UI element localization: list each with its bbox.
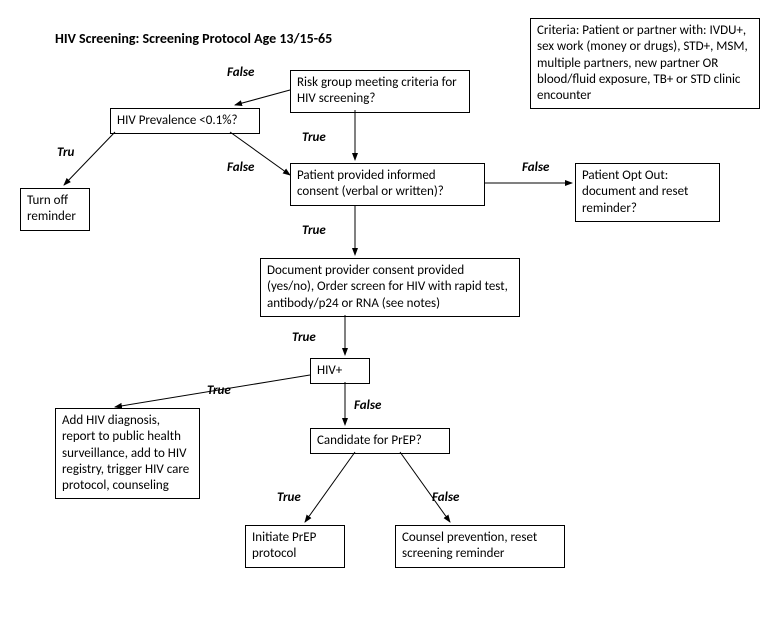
node-add-diagnosis: Add HIV diagnosis, report to public heal… bbox=[55, 408, 200, 499]
node-counsel: Counsel prevention, reset screening remi… bbox=[395, 525, 565, 568]
node-opt-out: Patient Opt Out: document and reset remi… bbox=[575, 163, 720, 222]
node-initiate-prep: Initiate PrEP protocol bbox=[245, 525, 345, 568]
label-consent-true: True bbox=[300, 223, 328, 238]
label-prep-true: True bbox=[275, 490, 303, 505]
page-title: HIV Screening: Screening Protocol Age 13… bbox=[55, 30, 332, 47]
label-prep-false: False bbox=[430, 490, 461, 505]
label-hiv-true: True bbox=[205, 383, 233, 398]
label-prev-tru: Tru bbox=[55, 145, 76, 160]
node-criteria: Criteria: Patient or partner with: IVDU+… bbox=[530, 18, 760, 109]
node-risk-group: Risk group meeting criteria for HIV scre… bbox=[290, 70, 470, 113]
label-doc-true: True bbox=[290, 330, 318, 345]
node-consent: Patient provided informed consent (verba… bbox=[290, 163, 485, 206]
label-risk-true: True bbox=[300, 130, 328, 145]
label-prev-false: False bbox=[225, 160, 256, 175]
node-turn-off: Turn off reminder bbox=[20, 188, 90, 231]
node-prep: Candidate for PrEP? bbox=[310, 428, 450, 454]
label-consent-false: False bbox=[520, 160, 551, 175]
label-risk-false: False bbox=[225, 65, 256, 80]
label-hiv-false: False bbox=[352, 398, 383, 413]
node-hiv-pos: HIV+ bbox=[310, 358, 370, 384]
node-prevalence: HIV Prevalence <0.1%? bbox=[110, 108, 260, 134]
node-document: Document provider consent provided (yes/… bbox=[260, 258, 520, 317]
